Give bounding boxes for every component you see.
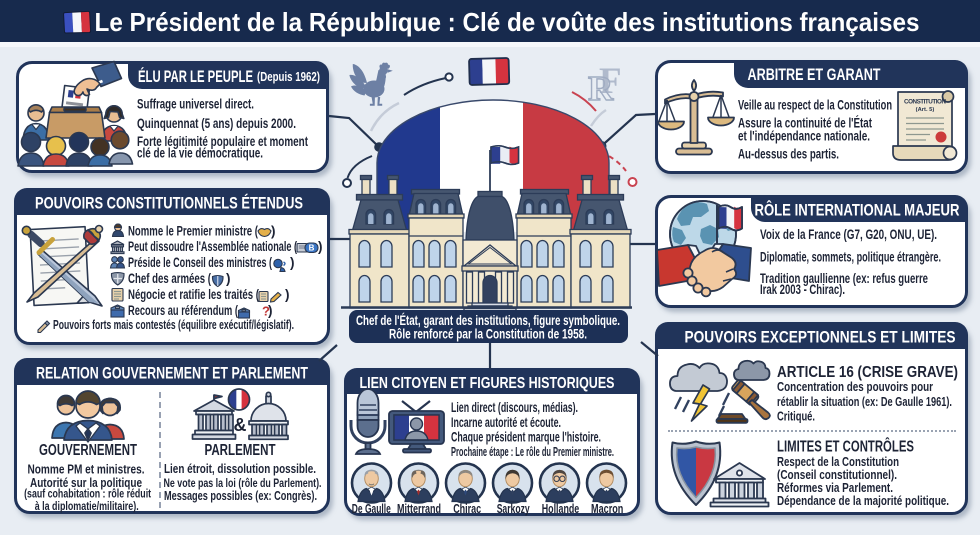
svg-text:Au-dessus des partis.: Au-dessus des partis. [738,147,839,162]
svg-text:Recours au référendum (: Recours au référendum ( [128,303,238,318]
svg-text:Dépendance de la majorité poli: Dépendance de la majorité politique. [777,493,949,508]
svg-text:Le Président de la République: Le Président de la République : Clé de v… [95,7,920,37]
svg-text:Tradition gaullienne (ex: refu: Tradition gaullienne (ex: refus guerre [760,271,928,286]
svg-text:Incarne autorité et écoute.: Incarne autorité et écoute. [451,414,561,430]
svg-text:Rôle renforcé par la Constitut: Rôle renforcé par la Constitution de 195… [389,327,587,342]
svg-text:(sauf cohabitation : rôle rédu: (sauf cohabitation : rôle réduit [24,489,151,501]
svg-text:&: & [234,415,247,435]
svg-text:Veille au respect de la Consti: Veille au respect de la Constitution [738,98,892,113]
svg-text:RELATION GOUVERNEMENT ET PARLE: RELATION GOUVERNEMENT ET PARLEMENT [36,365,308,383]
svg-text:Autorité sur la politique: Autorité sur la politique [30,475,142,490]
svg-text:Mitterrand: Mitterrand [397,501,441,516]
svg-text:RÔLE INTERNATIONAL MAJEUR: RÔLE INTERNATIONAL MAJEUR [755,201,960,220]
svg-text:Chef des armées (: Chef des armées ( [128,271,211,286]
svg-text:B: B [309,243,315,252]
svg-text:CONSTITUTION: CONSTITUTION [904,99,946,106]
svg-text:LIEN CITOYEN ET FIGURES HISTOR: LIEN CITOYEN ET FIGURES HISTORIQUES [360,375,615,392]
svg-text:Assure la continuité de l'État: Assure la continuité de l'État [738,116,872,131]
svg-text:Négocie et ratifie les traités: Négocie et ratifie les traités ( [128,287,259,302]
svg-text:Diplomatie, sommets, politique: Diplomatie, sommets, politique étrangère… [760,250,941,265]
svg-text:): ) [271,223,276,238]
svg-text:Nomme PM et ministres.: Nomme PM et ministres. [28,462,145,477]
svg-text:Hollande: Hollande [542,501,580,516]
svg-text:Concentration des pouvoirs pou: Concentration des pouvoirs pour [777,379,933,394]
svg-text:Nomme le Premier ministre (: Nomme le Premier ministre ( [128,223,258,238]
svg-text:): ) [268,303,273,318]
svg-text:rétablir la situation (ex: De: rétablir la situation (ex: De Gaulle 196… [777,394,952,409]
svg-text:GOUVERNEMENT: GOUVERNEMENT [39,442,137,459]
svg-text:Prochaine étape : Le rôle du P: Prochaine étape : Le rôle du Premier min… [451,444,614,459]
svg-text:(Depuis 1962): (Depuis 1962) [257,70,320,84]
svg-text:Réformes via Parlement.: Réformes via Parlement. [777,480,893,495]
svg-text:?: ? [262,304,270,319]
svg-text:POUVOIRS EXCEPTIONNELS ET LIMI: POUVOIRS EXCEPTIONNELS ET LIMITES [685,329,956,347]
svg-text:(Conseil constitutionnel).: (Conseil constitutionnel). [777,467,897,482]
svg-text:Forte légitimité populaire et: Forte légitimité populaire et moment [137,134,308,149]
svg-text:et l'indépendance nationale.: et l'indépendance nationale. [738,129,870,144]
svg-text:POUVOIRS CONSTITUTIONNELS ÉTEN: POUVOIRS CONSTITUTIONNELS ÉTENDUS [35,194,303,213]
svg-text:): ) [318,239,323,254]
svg-text:à la diplomatie/militaire).: à la diplomatie/militaire). [35,501,139,513]
svg-text:): ) [285,287,290,302]
svg-text:Chaque président marque l'hist: Chaque président marque l'histoire. [451,429,601,445]
svg-text:R: R [588,69,614,108]
svg-text:ÉLU PAR LE PEUPLE: ÉLU PAR LE PEUPLE [138,67,253,86]
svg-text:(Art. 5): (Art. 5) [916,107,935,113]
svg-text:Peut dissoudre l'Assemblée nat: Peut dissoudre l'Assemblée nationale ( [128,239,297,254]
svg-text:Respect de la Constitution: Respect de la Constitution [777,454,899,469]
svg-text:Suffrage universel direct.: Suffrage universel direct. [137,97,254,112]
svg-text:Sarkozy: Sarkozy [497,501,531,516]
svg-text:): ) [226,271,231,286]
svg-text:Messages possibles (ex: Congrè: Messages possibles (ex: Congrès). [164,488,317,503]
svg-text:Macron: Macron [591,501,623,516]
svg-text:F: F [599,61,622,102]
svg-text:Chef de l'État, garant des ins: Chef de l'État, garant des institutions,… [356,313,620,328]
svg-text:Quinquennat (5 ans) depuis 200: Quinquennat (5 ans) depuis 2000. [137,116,296,131]
svg-text:Pouvoirs forts mais contestés: Pouvoirs forts mais contestés (équilibre… [53,318,294,332]
svg-text:): ) [290,255,295,270]
svg-text:PARLEMENT: PARLEMENT [205,442,276,459]
svg-text:Lien étroit, dissolution possi: Lien étroit, dissolution possible. [164,461,316,476]
svg-text:Chirac: Chirac [453,501,481,516]
svg-text:ARBITRE ET GARANT: ARBITRE ET GARANT [748,65,881,84]
svg-text:Préside le Conseil des ministr: Préside le Conseil des ministres ( [128,255,272,270]
svg-text:Ne vote pas la loi (rôle du Pa: Ne vote pas la loi (rôle du Parlement). [164,476,322,490]
svg-text:ARTICLE 16 (CRISE GRAVE): ARTICLE 16 (CRISE GRAVE) [777,364,958,381]
svg-text:Irak 2003 - Chirac).: Irak 2003 - Chirac). [760,282,845,297]
svg-text:Lien direct (discours, médias): Lien direct (discours, médias). [451,399,578,415]
svg-text:Critiqué.: Critiqué. [777,409,815,424]
svg-text:Voix de la France (G7, G20, ON: Voix de la France (G7, G20, ONU, UE). [760,227,937,242]
svg-text:LIMITES ET CONTRÔLES: LIMITES ET CONTRÔLES [777,438,914,456]
svg-text:clé de la vie démocratique.: clé de la vie démocratique. [137,146,263,161]
svg-text:De Gaulle: De Gaulle [352,501,391,516]
